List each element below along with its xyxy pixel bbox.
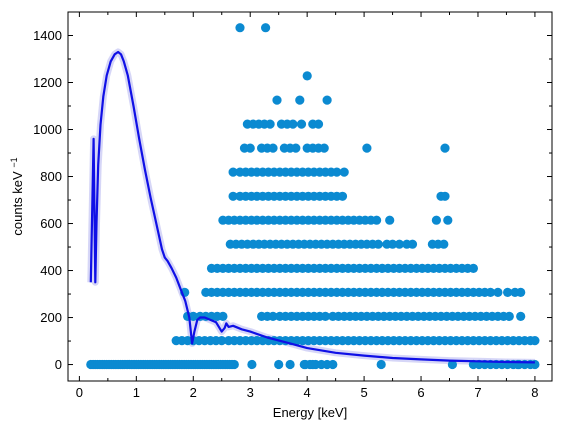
- data-point: [362, 144, 371, 153]
- y-axis-label-exponent: −1: [9, 157, 19, 167]
- data-point: [291, 144, 300, 153]
- data-point: [469, 264, 478, 273]
- data-point: [235, 23, 244, 32]
- y-axis-label: counts keV −1: [9, 157, 25, 235]
- data-point: [385, 216, 394, 225]
- x-tick-label: 3: [247, 385, 254, 400]
- data-point: [303, 71, 312, 80]
- data-point: [516, 288, 525, 297]
- data-point: [505, 312, 514, 321]
- y-axis-label-main: counts keV: [10, 171, 25, 236]
- data-point: [328, 360, 337, 369]
- x-tick-label: 6: [417, 385, 424, 400]
- x-tick-label: 1: [133, 385, 140, 400]
- y-tick-label: 800: [40, 169, 62, 184]
- y-tick-label: 400: [40, 263, 62, 278]
- data-points: [86, 23, 539, 369]
- data-point: [530, 336, 539, 345]
- data-point: [408, 240, 417, 249]
- data-point: [230, 360, 239, 369]
- data-point: [286, 360, 295, 369]
- y-tick-label: 1200: [33, 75, 62, 90]
- x-tick-label: 0: [76, 385, 83, 400]
- data-point: [516, 312, 525, 321]
- data-point: [261, 23, 270, 32]
- data-point: [247, 360, 256, 369]
- y-tick-label: 200: [40, 310, 62, 325]
- y-tick-label: 0: [55, 357, 62, 372]
- data-point: [493, 288, 502, 297]
- y-tick-label: 1000: [33, 122, 62, 137]
- data-point: [377, 360, 386, 369]
- data-point: [338, 192, 347, 201]
- data-point: [295, 96, 304, 105]
- data-point: [440, 144, 449, 153]
- data-point: [432, 216, 441, 225]
- data-point: [274, 360, 283, 369]
- x-tick-label: 5: [360, 385, 367, 400]
- data-point: [246, 144, 255, 153]
- data-point: [374, 240, 383, 249]
- x-tick-label: 7: [474, 385, 481, 400]
- y-tick-label: 600: [40, 216, 62, 231]
- data-point: [268, 144, 277, 153]
- data-point: [323, 96, 332, 105]
- x-axis-label: Energy [keV]: [273, 405, 347, 420]
- data-point: [439, 240, 448, 249]
- data-point: [272, 96, 281, 105]
- data-point: [440, 192, 449, 201]
- data-point: [218, 312, 227, 321]
- data-point: [297, 120, 306, 129]
- x-tick-label: 8: [531, 385, 538, 400]
- data-point: [443, 216, 452, 225]
- x-tick-label: 2: [190, 385, 197, 400]
- data-point: [320, 144, 329, 153]
- data-point: [314, 120, 323, 129]
- data-point: [288, 120, 297, 129]
- data-point: [308, 360, 317, 369]
- data-point: [372, 216, 381, 225]
- data-point: [340, 168, 349, 177]
- data-point: [266, 120, 275, 129]
- x-tick-label: 4: [304, 385, 311, 400]
- y-tick-label: 1400: [33, 28, 62, 43]
